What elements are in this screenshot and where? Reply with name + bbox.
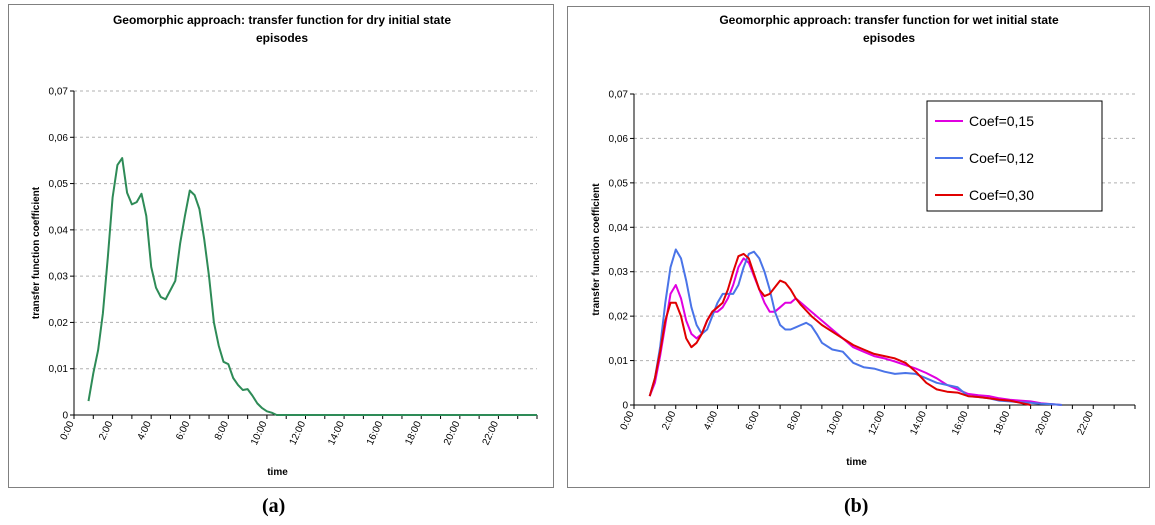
chart-1-x-tick-label: 8:00	[786, 409, 804, 432]
chart-1-x-tick-label: 16:00	[950, 409, 971, 437]
chart-1-x-tick-label: 0:00	[619, 409, 637, 432]
chart-0-y-tick-label: 0	[62, 411, 68, 422]
chart-panel-b: Geomorphic approach: transfer function f…	[567, 6, 1150, 488]
chart-1-series-line-2	[648, 252, 1031, 406]
figure-caption-a: (a)	[262, 495, 286, 517]
chart-1-x-tick-label: 20:00	[1034, 409, 1055, 437]
chart-1-series-line-0	[648, 257, 1062, 406]
chart-1-y-tick-label: 0,02	[609, 312, 629, 323]
chart-1-y-tick-label: 0,04	[609, 223, 629, 234]
chart-0-x-tick-label: 12:00	[288, 419, 309, 447]
chart-0-x-tick-label: 16:00	[365, 419, 386, 447]
chart-1-series-line-1	[648, 248, 1062, 406]
chart-0-y-tick-label: 0,07	[49, 87, 69, 98]
chart-0-x-tick-label: 4:00	[136, 419, 154, 442]
chart-1-x-axis-label: time	[846, 457, 867, 468]
chart-1-x-tick-label: 18:00	[992, 409, 1013, 437]
chart-b-title: Geomorphic approach: transfer function f…	[719, 13, 1059, 27]
chart-0-y-tick-label: 0,03	[49, 272, 69, 283]
chart-0-y-tick-label: 0,05	[49, 179, 69, 190]
chart-0-x-tick-label: 18:00	[403, 419, 424, 447]
chart-0-x-axis-label: time	[267, 467, 288, 478]
chart-1-x-tick-label: 2:00	[660, 409, 678, 432]
chart-a-title-line2: episodes	[256, 31, 308, 45]
chart-b: Geomorphic approach: transfer function f…	[591, 13, 1136, 468]
chart-0-x-tick-label: 14:00	[326, 419, 347, 447]
chart-0-x-tick-label: 6:00	[174, 419, 192, 442]
chart-1-y-tick-label: 0,05	[609, 178, 629, 189]
chart-0-y-tick-label: 0,04	[49, 225, 69, 236]
chart-0-x-tick-label: 20:00	[442, 419, 463, 447]
chart-1-x-tick-label: 14:00	[908, 409, 929, 437]
chart-1-y-tick-label: 0,03	[609, 267, 629, 278]
chart-1-legend-label: Coef=0,15	[969, 113, 1034, 129]
chart-0-y-tick-label: 0,01	[49, 364, 69, 375]
chart-1-y-tick-label: 0,06	[609, 134, 629, 145]
chart-0-x-tick-label: 22:00	[481, 419, 502, 447]
chart-1-y-axis-label: transfer function coefficient	[591, 183, 602, 316]
chart-0-y-axis-label: transfer function coefficient	[31, 186, 42, 319]
chart-1-y-tick-label: 0,07	[609, 90, 629, 101]
chart-0-y-tick-label: 0,06	[49, 133, 69, 144]
chart-0-y-tick-label: 0,02	[49, 318, 69, 329]
chart-1-x-tick-label: 4:00	[702, 409, 720, 432]
figure-caption-b: (b)	[844, 495, 869, 517]
chart-1-legend-label: Coef=0,30	[969, 187, 1034, 203]
chart-1-y-tick-label: 0	[622, 401, 628, 412]
chart-0-x-tick-label: 8:00	[213, 419, 231, 442]
chart-0-series-line-0	[87, 157, 537, 416]
chart-1-legend-label: Coef=0,12	[969, 150, 1034, 166]
chart-b-title-line2: episodes	[863, 31, 915, 45]
chart-1-x-tick-label: 22:00	[1075, 409, 1096, 437]
chart-1-x-tick-label: 10:00	[825, 409, 846, 437]
chart-1-y-tick-label: 0,01	[609, 356, 629, 367]
chart-0-x-tick-label: 0:00	[59, 419, 77, 442]
chart-a: Geomorphic approach: transfer function f…	[31, 13, 538, 478]
chart-1-legend	[926, 100, 1103, 212]
chart-panel-a: Geomorphic approach: transfer function f…	[8, 4, 554, 488]
chart-1-x-tick-label: 6:00	[744, 409, 762, 432]
chart-a-title: Geomorphic approach: transfer function f…	[113, 13, 451, 27]
chart-0-x-tick-label: 2:00	[97, 419, 115, 442]
chart-0-x-tick-label: 10:00	[249, 419, 270, 447]
chart-1-x-tick-label: 12:00	[867, 409, 888, 437]
